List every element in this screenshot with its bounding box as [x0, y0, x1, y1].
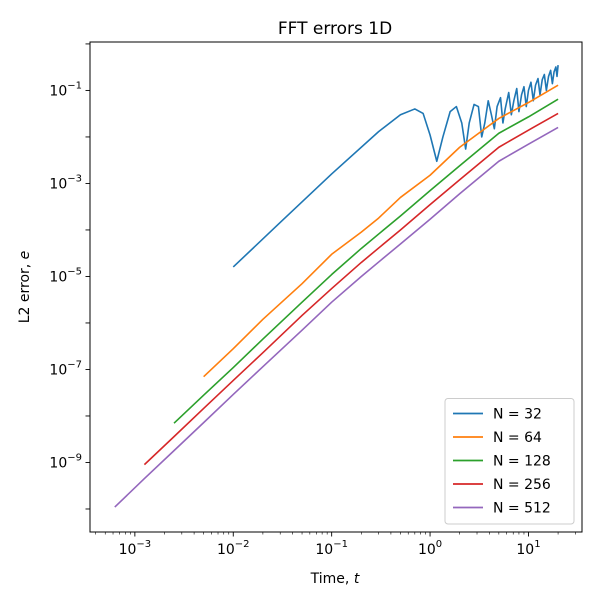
x-tick-label: 10−2 [217, 539, 250, 558]
y-tick-label: 10−9 [49, 452, 82, 471]
y-axis-label-var: e [17, 251, 33, 260]
series-line-4 [143, 112, 559, 466]
x-axis-label: Time, t [310, 571, 360, 587]
legend-frame [444, 398, 575, 525]
chart-title: FFT errors 1D [278, 19, 392, 39]
plot-area [114, 65, 559, 508]
x-axis-label-text: Time, [310, 571, 354, 587]
axes-frame [89, 41, 583, 533]
series-line-2 [203, 84, 559, 378]
x-axis-label-var: t [354, 571, 360, 587]
axis-ticks: 10−3 10−2 10−1 100 101 10−9 10−7 10−5 10−3 10−1 [49, 43, 576, 558]
legend-label: N = 64 [493, 430, 542, 446]
series-line-5 [114, 126, 559, 508]
series-line-3 [173, 98, 559, 424]
legend-label: N = 128 [493, 454, 551, 470]
legend-label: N = 32 [493, 407, 542, 423]
y-axis-label-text: L2 error, [17, 259, 33, 323]
x-tick-label: 10−1 [315, 539, 348, 558]
legend: N = 32 N = 64 N = 128 N = 256 N = 512 [444, 398, 575, 525]
x-tick-label: 10−3 [119, 539, 152, 558]
y-tick-label: 10−5 [49, 266, 82, 285]
y-tick-label: 10−1 [49, 80, 82, 99]
y-tick-label: 10−7 [49, 359, 82, 378]
x-tick-label: 101 [516, 539, 540, 558]
series-line-1 [232, 65, 559, 268]
legend-label: N = 256 [493, 477, 551, 493]
y-tick-label: 10−3 [49, 173, 82, 192]
x-tick-label: 100 [418, 539, 442, 558]
y-axis-label: L2 error, e [17, 251, 33, 324]
legend-label: N = 512 [493, 501, 551, 517]
